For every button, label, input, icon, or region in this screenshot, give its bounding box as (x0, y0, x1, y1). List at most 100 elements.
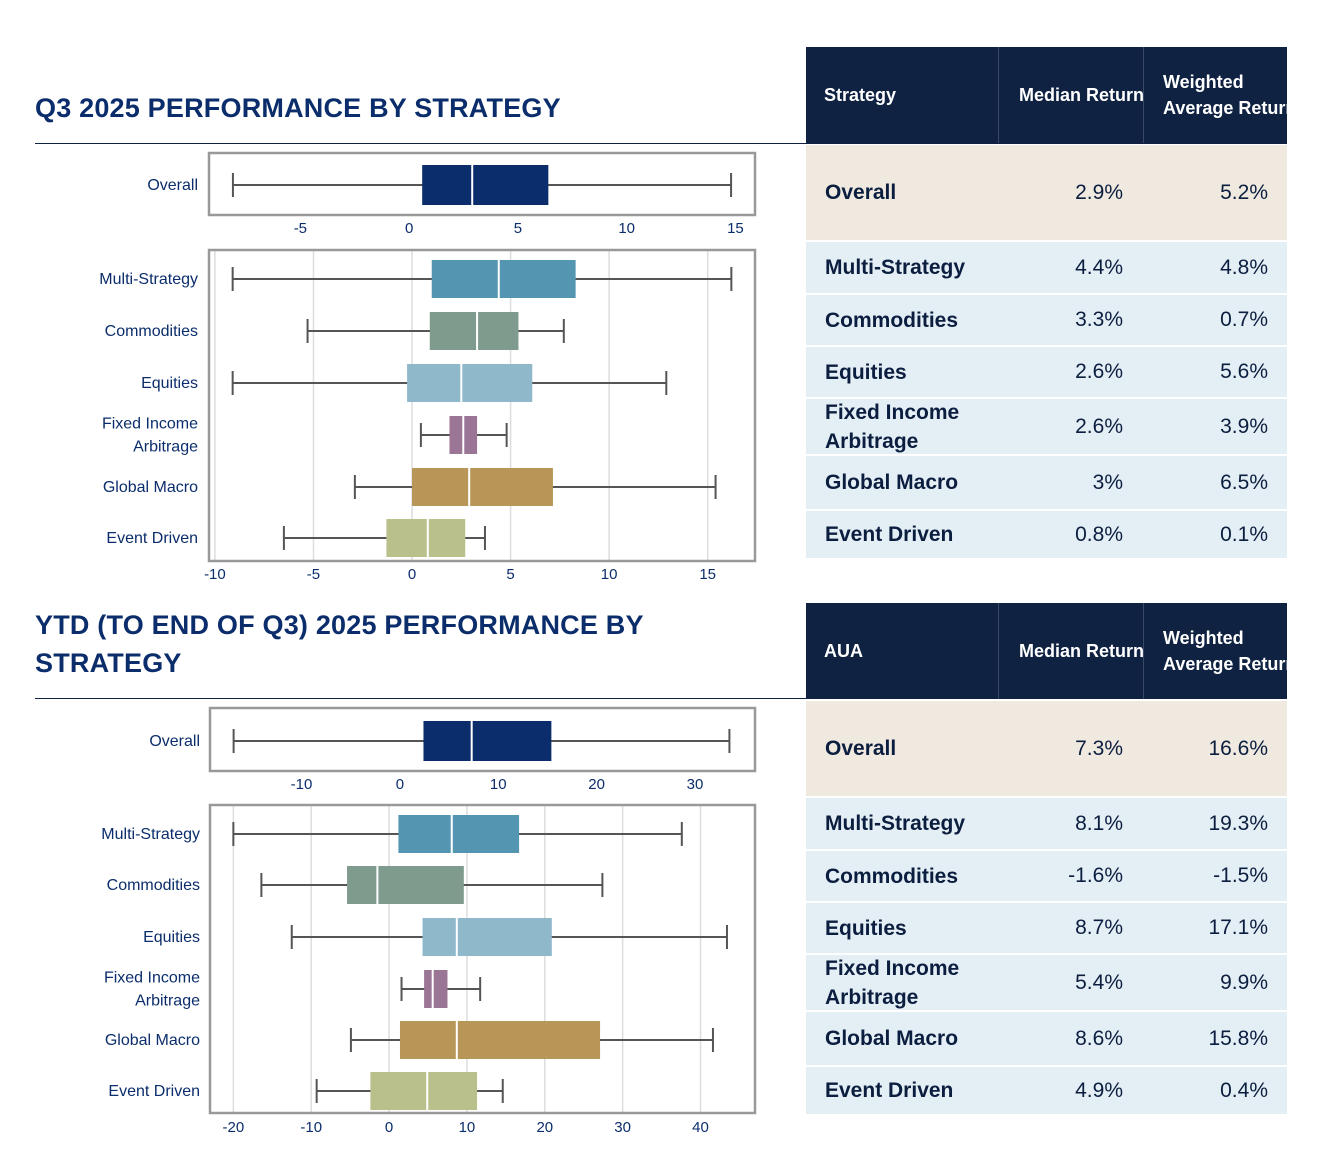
weighted-average-return: 4.8% (1220, 255, 1268, 279)
category-label: Commodities (107, 877, 200, 894)
tick-label: 20 (588, 776, 605, 793)
boxplot-charts: -5 0 5 10 15 Overall -10 -5 0 5 10 15 Multi-Strategy… (99, 151, 757, 1136)
box-overall: Overall (147, 165, 733, 205)
iqr-box (399, 1021, 601, 1059)
row-label: Equities (825, 916, 907, 940)
row-label: Event Driven (825, 1079, 954, 1102)
table-row: Commodities -1.6% -1.5% (806, 851, 1287, 901)
tick-label: 15 (727, 220, 744, 237)
box-multi-strategy: Multi-Strategy (99, 260, 733, 298)
tick-label: 10 (459, 1119, 476, 1136)
tick-label: 0 (408, 566, 416, 583)
median-return: 8.1% (1075, 811, 1123, 835)
table-row: Global Macro 3% 6.5% (806, 456, 1287, 509)
boxplot-1: -10 -5 0 5 10 15 Multi-Strategy Commodities Equi… (99, 248, 757, 583)
row-label: Event Driven (825, 523, 954, 546)
box-commodities: Commodities (107, 866, 604, 904)
tick-label: 5 (514, 220, 522, 237)
row-label: Global Macro (825, 1027, 959, 1050)
category-label: Overall (149, 733, 200, 750)
category-label: Equities (143, 929, 200, 946)
tick-label: 30 (687, 776, 704, 793)
box-multi-strategy: Multi-Strategy (101, 815, 683, 853)
row-label: Commodities (825, 864, 959, 888)
box-event-driven: Event Driven (108, 1072, 504, 1110)
iqr-box (429, 312, 519, 350)
column-header: Weighted Average Return (1143, 603, 1307, 699)
median-return: 3.3% (1075, 308, 1123, 331)
table-row: Event Driven 0.8% 0.1% (806, 511, 1287, 558)
tick-label: 10 (618, 220, 635, 237)
q3-title: Q3 2025 PERFORMANCE BY STRATEGY (35, 93, 561, 123)
median-return: -1.6% (1068, 864, 1123, 887)
tick-label: 30 (614, 1119, 631, 1136)
iqr-box (398, 815, 520, 853)
median-return: 8.6% (1075, 1026, 1123, 1050)
iqr-box (412, 468, 553, 506)
weighted-average-return: 9.9% (1220, 970, 1268, 994)
row-label: Fixed Income Arbitrage (825, 400, 960, 453)
column-header: Median Return (998, 603, 1164, 699)
tick-label: 40 (692, 1119, 709, 1136)
q3-divider (35, 143, 1287, 144)
table-row: Commodities 3.3% 0.7% (806, 295, 1287, 345)
table-row: Fixed Income Arbitrage 2.6% 3.9% (806, 399, 1287, 454)
row-label: Overall (825, 737, 897, 760)
iqr-box (422, 918, 552, 956)
q3-table: Strategy Median Return Weighted Average Re… (806, 47, 1296, 558)
category-label: Multi-Strategy (99, 271, 198, 288)
box-fixed-income-arbitrage: Fixed Income Arbitrage (102, 416, 508, 456)
category-label: Global Macro (103, 479, 198, 496)
weighted-average-return: 16.6% (1208, 736, 1268, 760)
weighted-average-return: 3.9% (1220, 414, 1268, 438)
category-label: Fixed Income Arbitrage (104, 970, 200, 1010)
tick-label: 20 (536, 1119, 553, 1136)
row-label: Overall (825, 181, 897, 204)
row-label: Fixed Income Arbitrage (825, 956, 960, 1009)
weighted-average-return: 17.1% (1208, 916, 1268, 939)
box-equities: Equities (143, 918, 728, 956)
plot-frame (208, 803, 757, 1115)
table-header: AUA Median Return Weighted Average Return (806, 603, 1296, 699)
category-label: Fixed Income Arbitrage (102, 416, 198, 456)
plot-frame (207, 248, 757, 563)
median-return: 2.6% (1075, 414, 1123, 438)
ytd-table: AUA Median Return Weighted Average Return … (806, 603, 1296, 1114)
table-row: Event Driven 4.9% 0.4% (806, 1067, 1287, 1114)
column-header: AUA (824, 641, 863, 661)
median-return: 4.4% (1075, 255, 1123, 279)
row-label: Multi-Strategy (825, 256, 966, 279)
table-row: Equities 8.7% 17.1% (806, 903, 1287, 953)
category-label: Equities (141, 375, 198, 392)
iqr-box (422, 165, 549, 205)
iqr-box (370, 1072, 478, 1110)
median-return: 4.9% (1075, 1078, 1123, 1102)
tick-label: -10 (291, 776, 313, 793)
box-fixed-income-arbitrage: Fixed Income Arbitrage (104, 970, 482, 1010)
weighted-average-return: 0.7% (1220, 308, 1268, 331)
tick-label: 0 (405, 220, 413, 237)
tick-label: -5 (294, 220, 307, 237)
tick-label: 10 (601, 566, 618, 583)
boxplot-3: -20 -10 0 10 20 30 40 Multi-Strategy Commodities… (101, 803, 757, 1136)
box-equities: Equities (141, 364, 668, 402)
category-label: Event Driven (108, 1083, 200, 1100)
tick-label: 5 (506, 566, 514, 583)
row-label: Equities (825, 360, 907, 384)
ytd-divider (35, 698, 1287, 699)
tick-label: -5 (307, 566, 320, 583)
tick-label: 0 (385, 1119, 393, 1136)
iqr-box (431, 260, 576, 298)
column-header: Strategy (824, 85, 897, 105)
median-return: 2.6% (1075, 360, 1123, 383)
median-return: 7.3% (1075, 736, 1123, 760)
table-row: Overall 7.3% 16.6% (806, 701, 1287, 796)
iqr-box (423, 721, 552, 761)
category-label: Event Driven (106, 530, 198, 547)
box-commodities: Commodities (105, 312, 565, 350)
category-label: Global Macro (105, 1032, 200, 1049)
weighted-average-return: 5.6% (1220, 360, 1268, 383)
median-return: 2.9% (1075, 180, 1123, 204)
plot-frame (207, 151, 757, 217)
